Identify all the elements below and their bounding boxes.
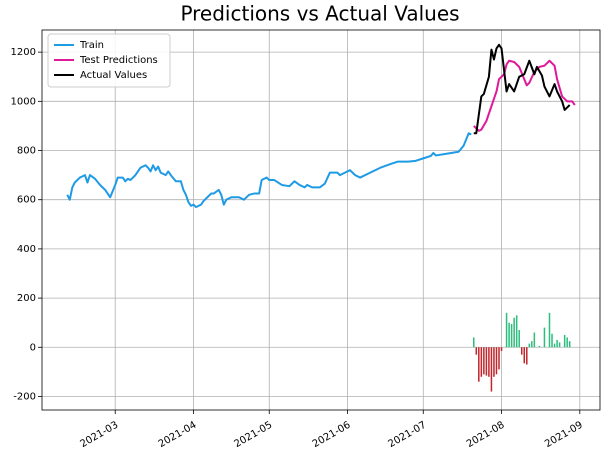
y-tick-label: -200	[13, 391, 36, 402]
bar	[480, 347, 483, 377]
x-tick-label: 2021-05	[233, 420, 275, 450]
line	[473, 43, 571, 135]
line	[473, 59, 576, 132]
bar	[553, 343, 556, 348]
bar	[523, 347, 526, 364]
legend-box	[47, 33, 171, 88]
bar	[533, 332, 536, 348]
bar	[551, 333, 553, 348]
bar	[563, 334, 566, 348]
bar	[498, 347, 500, 370]
y-tick-label: 1200	[11, 47, 36, 58]
bar	[566, 337, 568, 348]
x-tick-label: 2021-08	[465, 420, 507, 450]
bar	[490, 347, 493, 392]
bar	[548, 312, 551, 348]
x-tick-label: 2021-07	[387, 420, 429, 450]
bar	[488, 347, 490, 377]
bar	[505, 312, 508, 348]
x-tick-label: 2021-09	[543, 420, 585, 450]
bar	[475, 347, 478, 355]
y-tick-label: 400	[17, 244, 36, 255]
bar	[568, 341, 571, 348]
bar	[485, 347, 488, 376]
bar	[495, 347, 498, 375]
x-tick-label: 2021-06	[311, 420, 353, 450]
y-tick-label: 200	[17, 293, 36, 304]
bar	[500, 347, 503, 351]
bar	[513, 317, 515, 348]
bar	[472, 337, 475, 348]
legend-label: Actual Values	[80, 70, 147, 81]
bar	[493, 347, 495, 377]
legend-label: Test Predictions	[79, 55, 158, 66]
chart-title: Predictions vs Actual Values	[180, 2, 459, 26]
y-tick-label: 1000	[11, 96, 36, 107]
bar	[558, 342, 561, 348]
plot-frame	[41, 29, 601, 411]
y-tick-label: 0	[30, 342, 36, 353]
line	[66, 132, 472, 209]
bar	[526, 347, 528, 365]
bar	[556, 339, 558, 348]
bar	[515, 315, 518, 348]
x-tick-label: 2021-03	[79, 420, 121, 450]
bar	[508, 322, 510, 348]
bar	[528, 343, 531, 348]
x-tick-label: 2021-04	[157, 420, 199, 450]
bar	[520, 347, 523, 355]
bar	[510, 323, 513, 348]
bar	[531, 341, 533, 348]
bar	[483, 347, 485, 375]
y-tick-label: 600	[17, 195, 36, 206]
y-tick-label: 800	[17, 146, 36, 157]
legend-label: Train	[79, 40, 104, 51]
bar	[518, 330, 520, 348]
bar	[543, 327, 546, 348]
bar	[478, 347, 480, 382]
bar	[538, 346, 541, 348]
